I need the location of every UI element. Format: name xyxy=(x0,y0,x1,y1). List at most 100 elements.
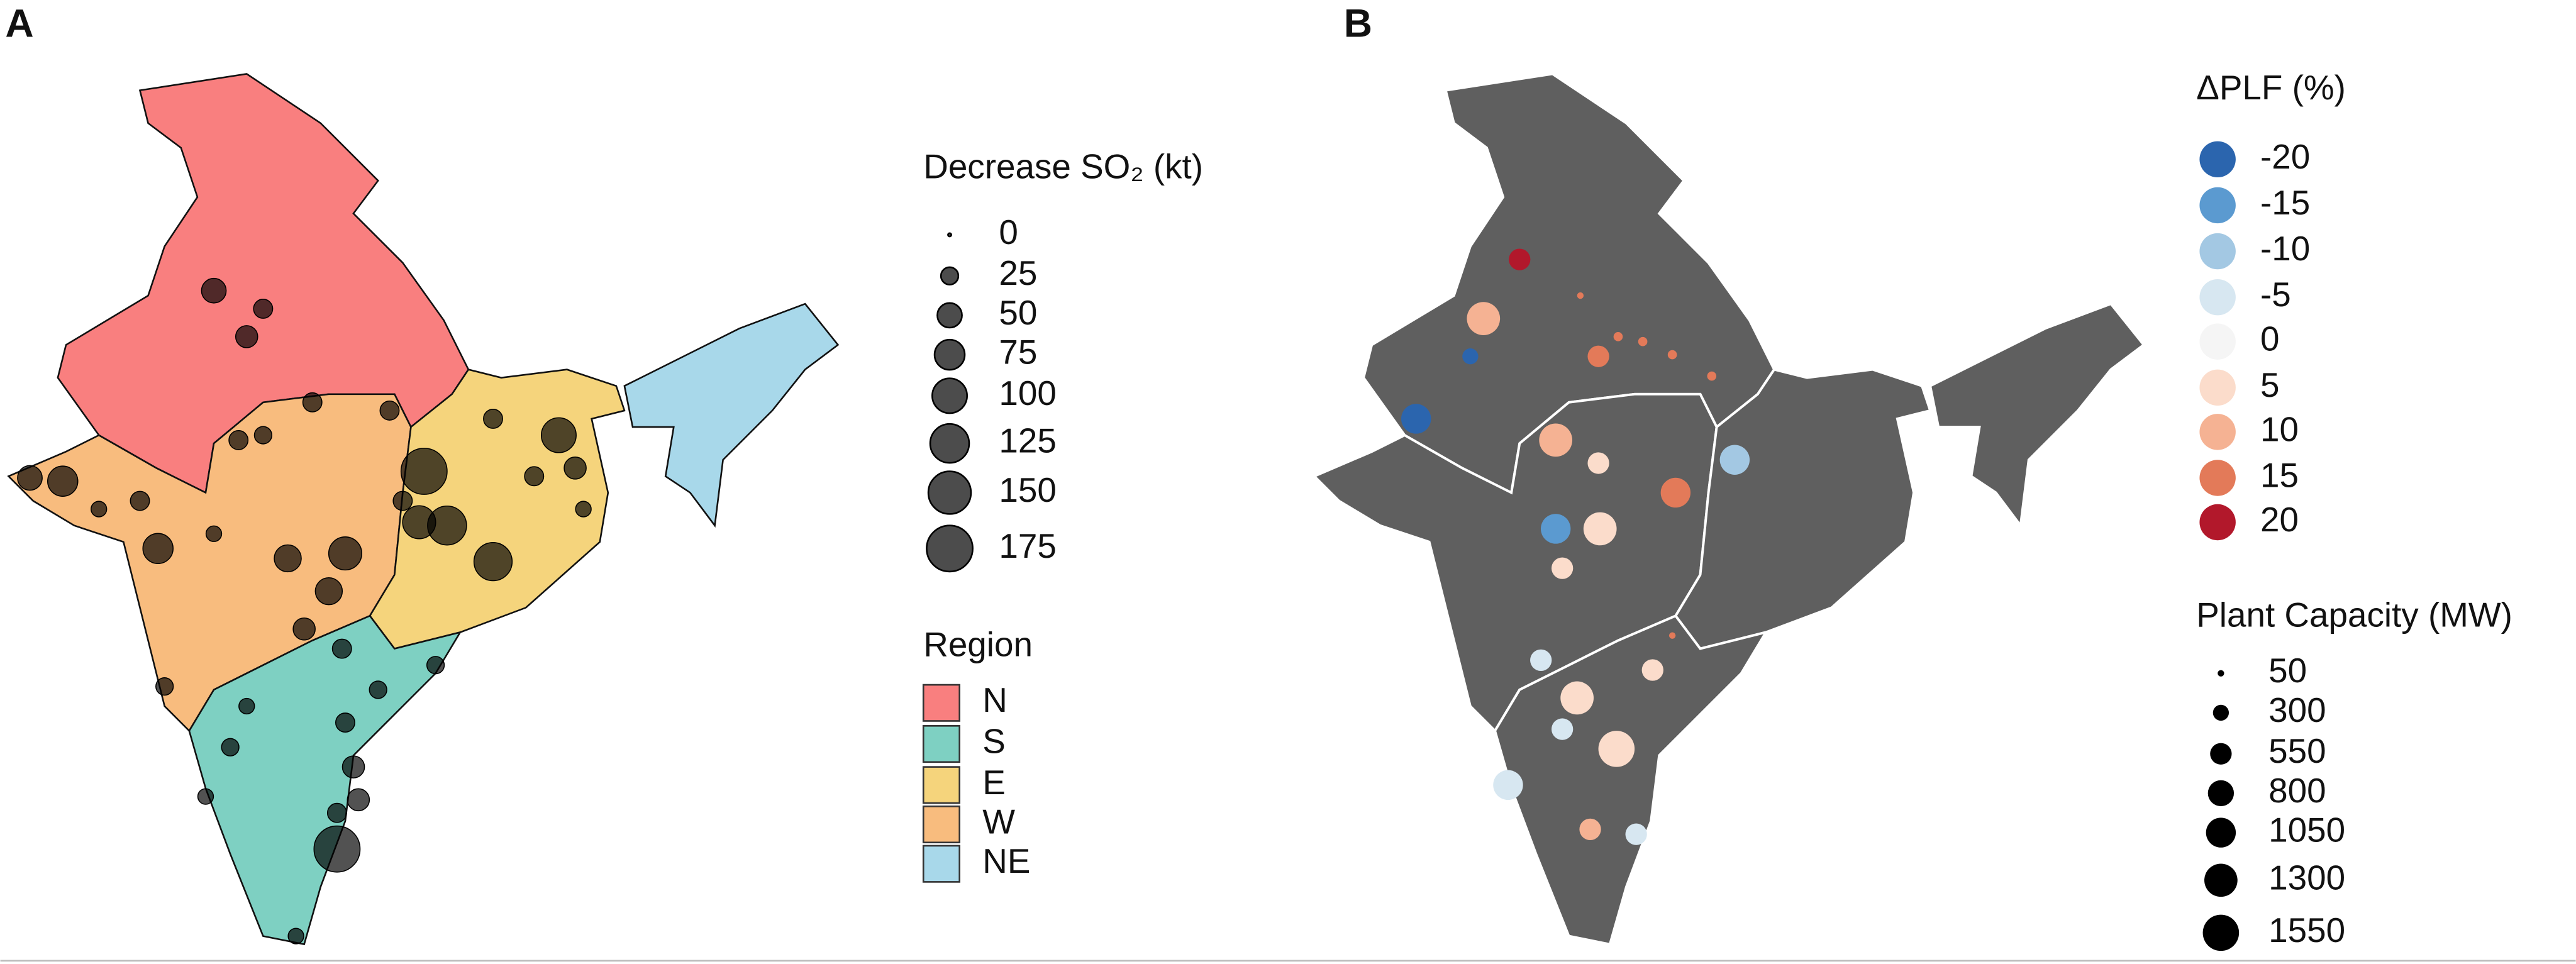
plant-bubble xyxy=(1401,404,1431,434)
so2-bubble xyxy=(17,465,43,491)
capacity-legend-circle xyxy=(2206,817,2236,848)
map-b xyxy=(1313,72,2145,946)
size-legend-circle xyxy=(947,232,952,238)
color-legend-circle xyxy=(2199,504,2236,541)
legend-title: Plant Capacity (MW) xyxy=(2196,595,2512,634)
capacity-legend-circle xyxy=(2207,780,2235,807)
plant-bubble xyxy=(1577,292,1584,299)
region-ne xyxy=(623,302,840,528)
so2-bubble xyxy=(155,677,174,696)
size-legend-circle xyxy=(936,302,963,329)
so2-bubble xyxy=(483,409,503,429)
so2-bubble xyxy=(47,465,79,497)
plant-bubble xyxy=(1560,681,1594,715)
capacity-legend-label: 300 xyxy=(2268,690,2326,729)
plant-bubble xyxy=(1707,371,1717,381)
so2-bubble xyxy=(274,544,302,573)
so2-bubble xyxy=(347,788,370,812)
color-legend-circle xyxy=(2199,141,2236,178)
size-legend-label: 100 xyxy=(999,374,1056,413)
plant-bubble xyxy=(1719,445,1750,475)
so2-bubble xyxy=(335,712,355,733)
color-legend-circle xyxy=(2199,369,2236,406)
panel-label: A xyxy=(5,1,33,45)
so2-bubble xyxy=(328,536,362,571)
size-legend-label: 175 xyxy=(999,526,1056,565)
so2-bubble xyxy=(235,325,258,348)
capacity-legend-label: 1550 xyxy=(2268,911,2345,950)
capacity-legend-circle xyxy=(2204,863,2238,897)
so2-bubble xyxy=(400,448,448,495)
so2-bubble xyxy=(392,490,413,511)
so2-bubble xyxy=(197,788,214,805)
so2-bubble xyxy=(142,533,174,565)
region-swatch xyxy=(922,805,960,844)
so2-bubble xyxy=(379,400,400,421)
size-legend-label: 0 xyxy=(999,213,1018,252)
plant-bubble xyxy=(1539,423,1573,457)
so2-bubble xyxy=(130,490,150,511)
plant-bubble xyxy=(1587,345,1609,367)
size-legend-circle xyxy=(940,266,960,285)
capacity-legend-circle xyxy=(2212,704,2229,721)
so2-bubble xyxy=(201,277,227,304)
capacity-legend-label: 1050 xyxy=(2268,811,2345,850)
capacity-legend-label: 1300 xyxy=(2268,858,2345,897)
so2-bubble xyxy=(326,802,347,823)
so2-bubble xyxy=(314,577,343,606)
so2-bubble xyxy=(253,299,274,319)
so2-bubble xyxy=(575,501,592,518)
color-legend-circle xyxy=(2199,279,2236,316)
so2-bubble xyxy=(238,697,255,715)
so2-bubble xyxy=(473,542,513,582)
so2-bubble xyxy=(426,656,445,675)
size-legend-label: 125 xyxy=(999,421,1056,460)
color-legend-label: 5 xyxy=(2260,365,2279,404)
color-legend-label: 20 xyxy=(2260,500,2299,539)
plant-bubble xyxy=(1467,302,1501,336)
plant-bubble xyxy=(1583,512,1617,546)
color-legend-label: 0 xyxy=(2260,319,2279,358)
color-legend-circle xyxy=(2199,187,2236,224)
so2-bubble xyxy=(341,755,365,778)
plant-bubble xyxy=(1587,452,1609,474)
region-swatch xyxy=(922,766,960,804)
region-label: W xyxy=(982,802,1015,841)
capacity-legend-label: 800 xyxy=(2268,771,2326,810)
legend-title: Region xyxy=(923,624,1033,663)
size-legend-label: 50 xyxy=(999,293,1037,332)
region-label: NE xyxy=(982,841,1030,880)
plant-bubble xyxy=(1641,659,1663,681)
color-legend-label: 10 xyxy=(2260,409,2299,448)
color-legend-label: -20 xyxy=(2260,137,2310,176)
region-label: E xyxy=(982,763,1006,802)
plant-bubble xyxy=(1660,477,1691,508)
plant-bubble xyxy=(1598,731,1635,767)
so2-bubble xyxy=(402,505,436,540)
so2-bubble xyxy=(205,525,223,542)
so2-bubble xyxy=(540,417,577,453)
size-legend-label: 25 xyxy=(999,253,1037,292)
size-legend-circle xyxy=(931,377,969,414)
capacity-legend-circle xyxy=(2202,914,2240,951)
plant-bubble xyxy=(1668,632,1676,639)
plant-bubble xyxy=(1667,350,1677,360)
size-legend-label: 150 xyxy=(999,470,1056,509)
size-legend-label: 75 xyxy=(999,333,1037,372)
so2-bubble xyxy=(524,466,545,487)
region-s xyxy=(188,614,462,946)
plant-bubble xyxy=(1613,332,1623,341)
so2-bubble xyxy=(313,825,361,873)
color-legend-circle xyxy=(2199,233,2236,270)
so2-bubble xyxy=(221,738,240,756)
capacity-legend-label: 50 xyxy=(2268,651,2307,690)
plant-bubble xyxy=(1462,348,1479,365)
region-swatch xyxy=(922,684,960,722)
plant-bubble xyxy=(1530,649,1552,672)
region-label: S xyxy=(982,722,1006,761)
legend-title: ΔPLF (%) xyxy=(2196,68,2346,107)
capacity-legend-label: 550 xyxy=(2268,731,2326,770)
region-label: N xyxy=(982,680,1008,719)
panel-label: B xyxy=(1344,1,1372,45)
